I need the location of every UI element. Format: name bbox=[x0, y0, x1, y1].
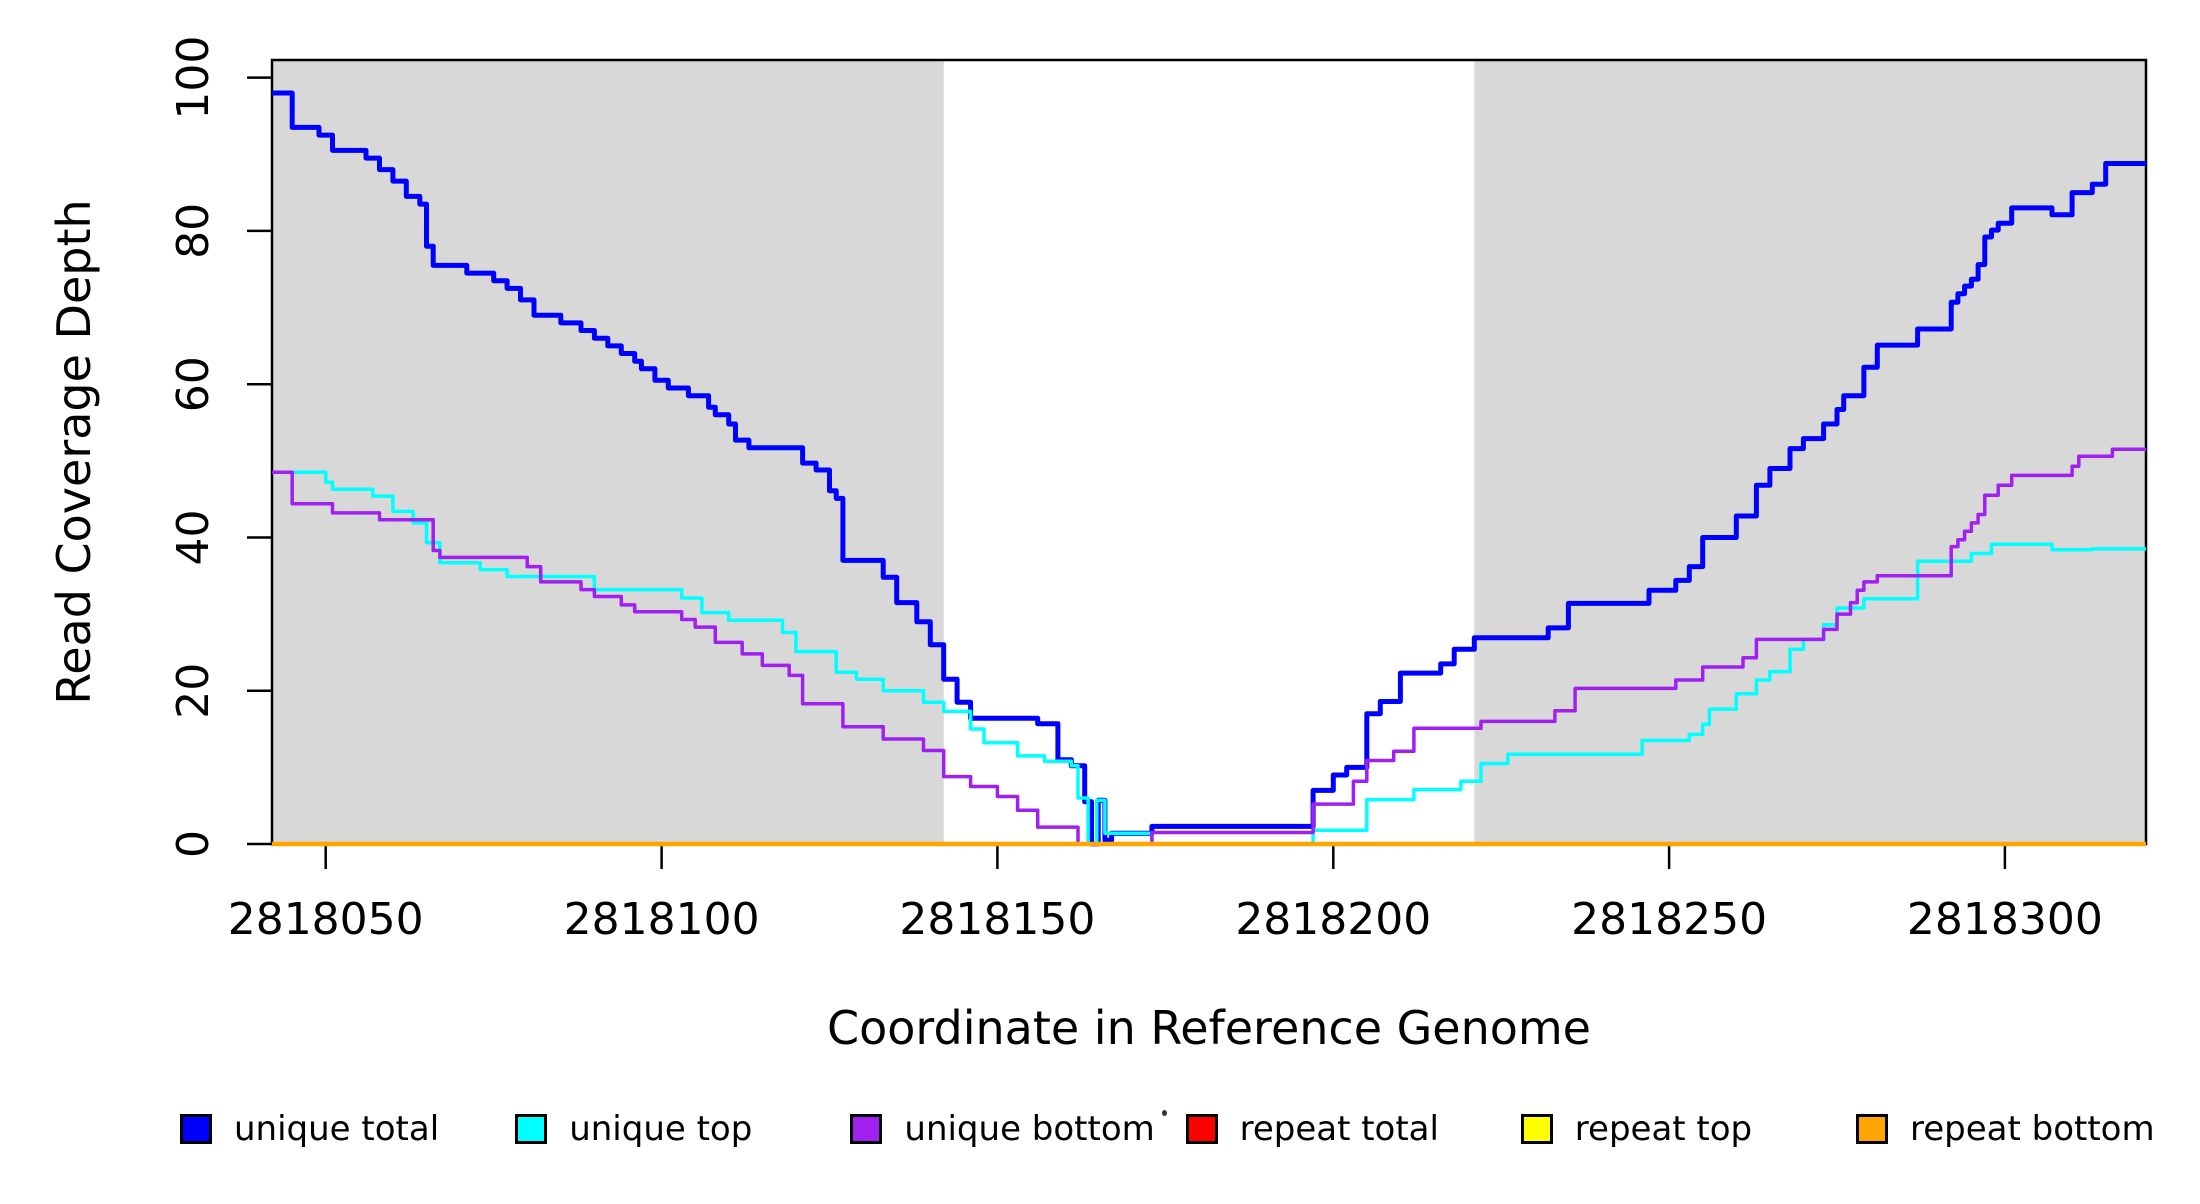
series-line-unique-bottom bbox=[272, 447, 2146, 846]
series-line-unique-top bbox=[272, 470, 2146, 846]
legend-item-repeat-bottom: repeat bottom bbox=[1856, 1108, 2155, 1150]
x-tick-label: 2818100 bbox=[564, 894, 760, 945]
y-axis-title: Read Coverage Depth bbox=[47, 199, 101, 704]
legend-swatch-icon bbox=[1520, 1114, 1553, 1144]
legend-item-unique-total: unique total bbox=[180, 1108, 439, 1150]
y-tick-label: 60 bbox=[168, 356, 219, 412]
legend-label: repeat bottom bbox=[1910, 1109, 2155, 1149]
x-axis-title: Coordinate in Reference Genome bbox=[827, 1001, 1591, 1055]
shaded-band-0 bbox=[272, 60, 944, 844]
legend-label: unique top bbox=[569, 1109, 753, 1149]
x-tick-label: 2818300 bbox=[1907, 894, 2103, 945]
legend-swatch-icon bbox=[850, 1114, 883, 1144]
stray-dot-artifact bbox=[1162, 1110, 1167, 1116]
legend-item-repeat-total: repeat total bbox=[1185, 1108, 1439, 1150]
y-tick-label: 20 bbox=[168, 663, 219, 719]
y-tick-label: 80 bbox=[168, 203, 219, 259]
axes-and-ticks: 2818050 2818100 2818150 2818200 2818250 28183… bbox=[168, 36, 2103, 945]
legend-swatch-icon bbox=[1856, 1114, 1888, 1144]
y-tick-label: 100 bbox=[168, 36, 219, 120]
x-tick-label: 2818250 bbox=[1571, 894, 1767, 945]
y-tick-label: 0 bbox=[168, 830, 219, 858]
legend-item-unique-bottom: unique bottom bbox=[850, 1108, 1155, 1150]
shaded-repeat-region-bands bbox=[272, 60, 2146, 844]
legend-swatch-icon bbox=[180, 1114, 212, 1144]
y-tick-label: 40 bbox=[168, 510, 219, 566]
legend-swatch-icon bbox=[515, 1114, 548, 1144]
shaded-band-1 bbox=[1474, 60, 2146, 844]
legend-label: unique bottom bbox=[904, 1109, 1155, 1149]
legend-swatch-icon bbox=[1185, 1114, 1218, 1144]
legend-label: repeat top bbox=[1574, 1109, 1753, 1149]
x-tick-label: 2818200 bbox=[1235, 894, 1431, 945]
coverage-series-lines bbox=[272, 90, 2146, 847]
legend-label: repeat total bbox=[1239, 1109, 1439, 1149]
legend-label: unique total bbox=[234, 1109, 440, 1149]
x-tick-label: 2818150 bbox=[899, 894, 1095, 945]
legend-item-unique-top: unique top bbox=[515, 1108, 752, 1150]
x-tick-label: 2818050 bbox=[228, 894, 424, 945]
legend-item-repeat-top: repeat top bbox=[1520, 1108, 1753, 1150]
